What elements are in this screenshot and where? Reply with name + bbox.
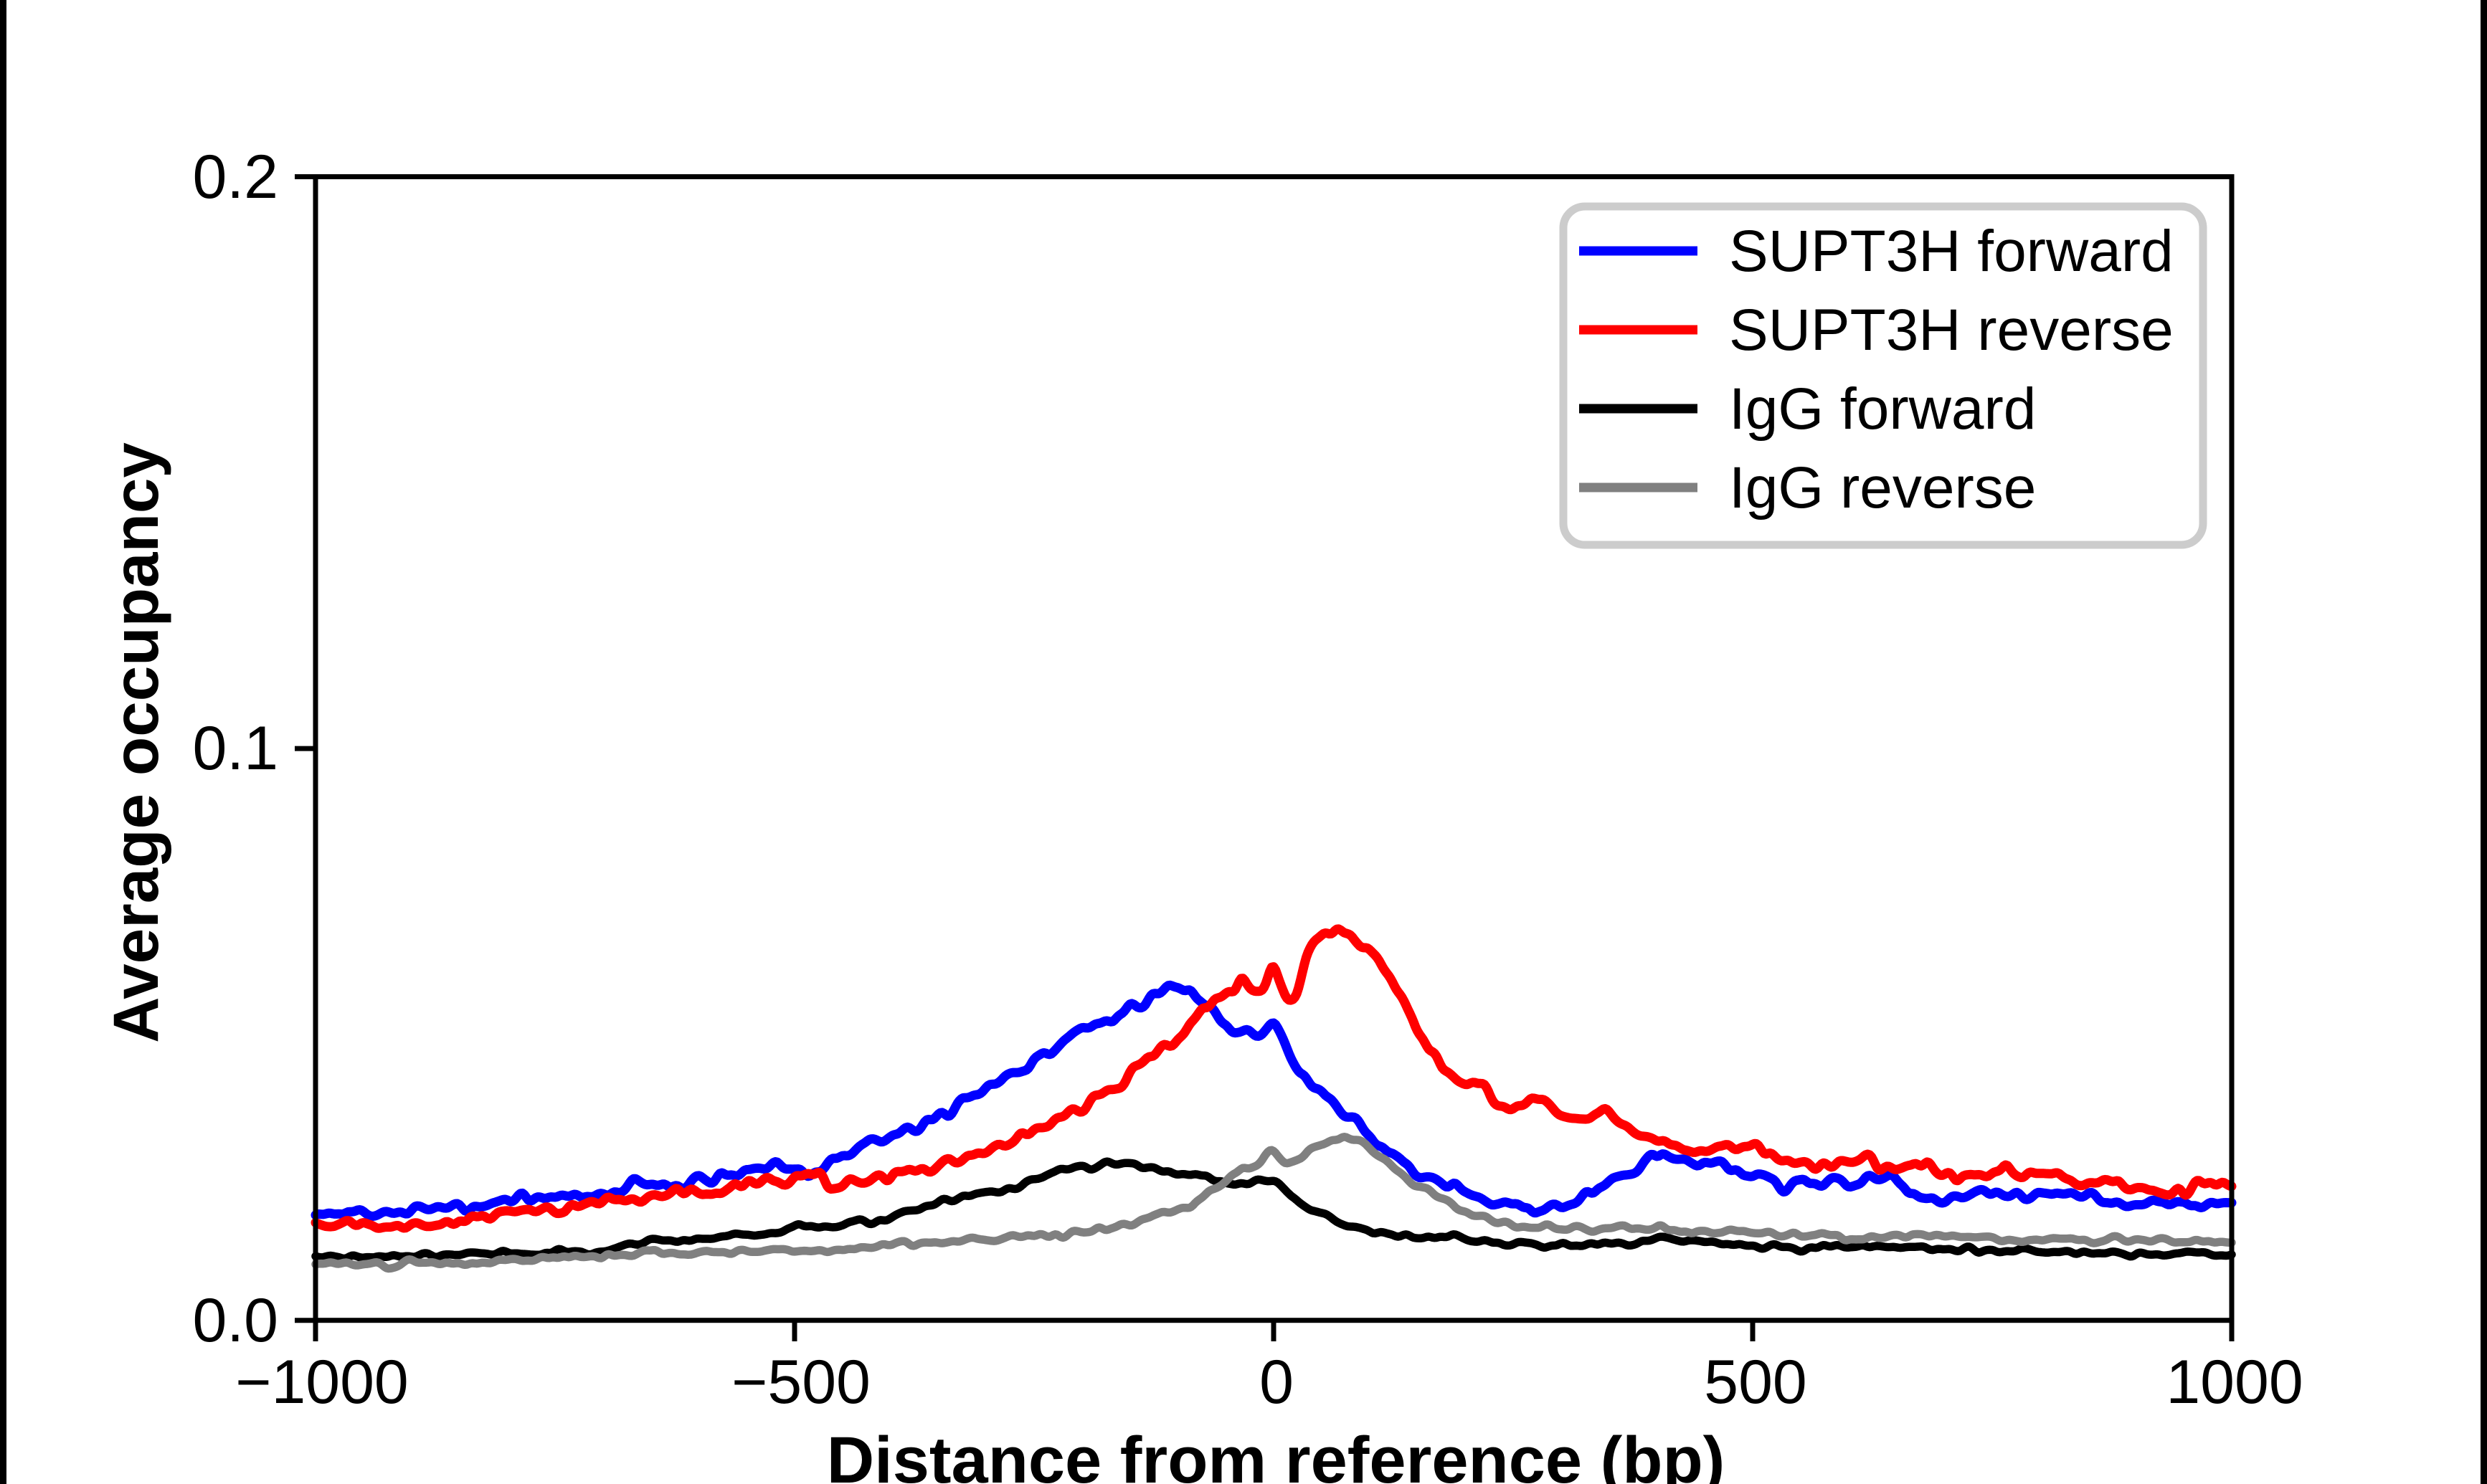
svg-text:1000: 1000 <box>2166 1348 2303 1417</box>
svg-text:−1000: −1000 <box>235 1348 409 1417</box>
svg-text:IgG reverse: IgG reverse <box>1729 455 2036 520</box>
svg-text:SUPT3H reverse: SUPT3H reverse <box>1729 298 2174 363</box>
svg-text:0.1: 0.1 <box>192 714 278 783</box>
svg-text:−500: −500 <box>731 1348 871 1417</box>
svg-text:Distance from reference (bp): Distance from reference (bp) <box>827 1424 1725 1484</box>
svg-text:0: 0 <box>1259 1348 1294 1417</box>
svg-text:IgG forward: IgG forward <box>1729 376 2036 442</box>
svg-text:0.2: 0.2 <box>192 143 278 211</box>
svg-text:0.0: 0.0 <box>192 1286 278 1355</box>
svg-text:SUPT3H forward: SUPT3H forward <box>1729 219 2174 284</box>
svg-text:Average occupancy: Average occupancy <box>100 442 171 1043</box>
svg-text:500: 500 <box>1704 1348 1807 1417</box>
